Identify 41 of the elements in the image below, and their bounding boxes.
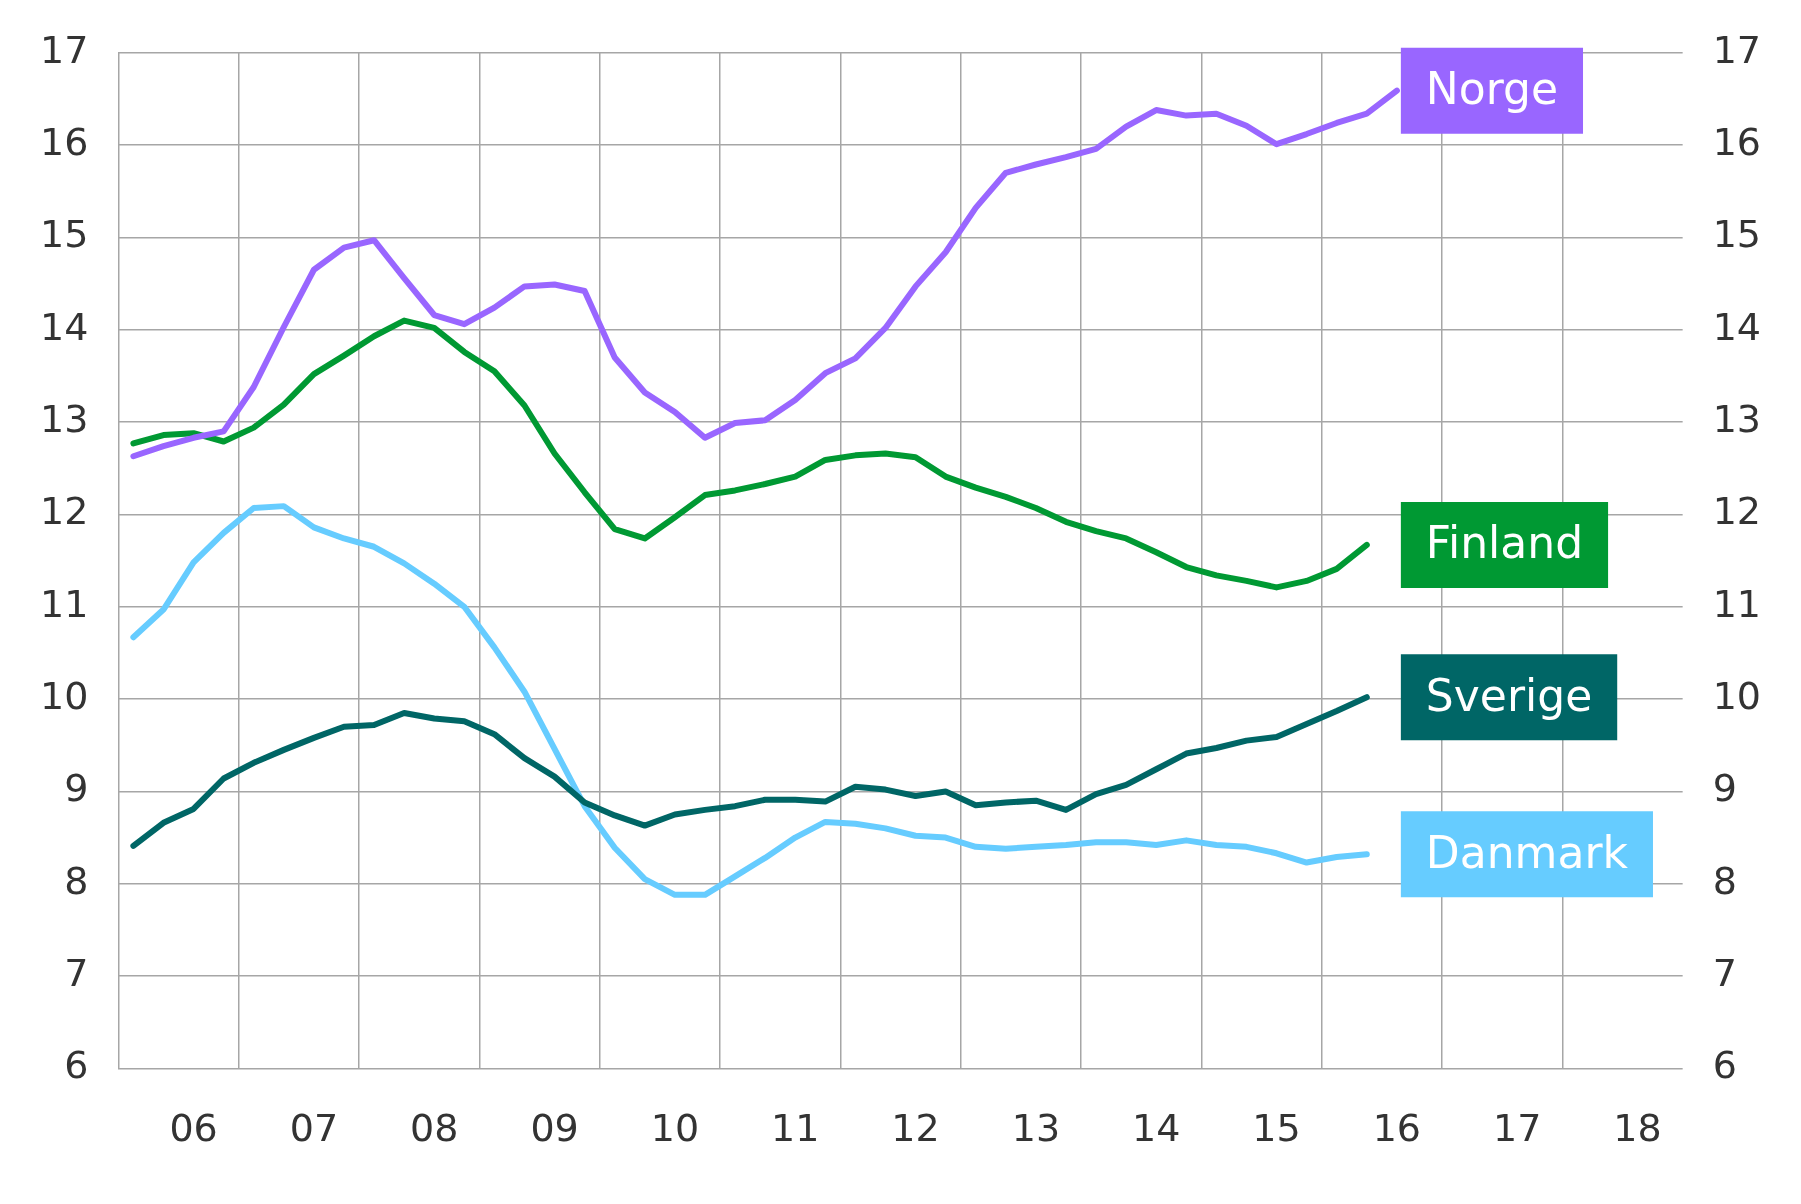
y-tick-label: 9	[64, 766, 89, 811]
y-tick-label: 17	[39, 27, 89, 72]
y2-tick-label: 11	[1712, 581, 1762, 626]
x-tick-label: 15	[1252, 1106, 1301, 1151]
y-tick-label: 15	[39, 212, 89, 257]
y2-tick-label: 6	[1712, 1043, 1737, 1088]
y2-tick-label: 13	[1712, 396, 1762, 441]
y-tick-label: 10	[39, 673, 89, 718]
x-tick-label: 18	[1613, 1106, 1662, 1151]
y2-tick-label: 17	[1712, 27, 1762, 72]
x-tick-label: 11	[771, 1106, 820, 1151]
series-label: Finland	[1425, 517, 1584, 569]
x-tick-label: 14	[1132, 1106, 1181, 1151]
x-tick-label: 09	[530, 1106, 579, 1151]
y2-tick-label: 9	[1712, 766, 1737, 811]
y2-tick-label: 14	[1712, 304, 1762, 349]
x-tick-label: 13	[1011, 1106, 1061, 1151]
x-tick-label: 17	[1493, 1106, 1542, 1151]
x-tick-label: 08	[410, 1106, 459, 1151]
series-label: Sverige	[1425, 669, 1593, 721]
x-tick-label: 12	[891, 1106, 940, 1151]
y2-tick-label: 7	[1712, 950, 1737, 995]
series-label: Norge	[1425, 63, 1559, 115]
y-tick-label: 7	[64, 950, 89, 995]
y-tick-label: 8	[64, 858, 89, 903]
y-tick-label: 13	[39, 396, 89, 441]
series-label: Danmark	[1425, 826, 1629, 878]
y-tick-label: 16	[39, 120, 89, 164]
x-tick-label: 10	[650, 1106, 700, 1151]
y2-tick-label: 16	[1712, 120, 1762, 164]
y-tick-label: 14	[39, 304, 89, 349]
y2-tick-label: 8	[1712, 858, 1737, 903]
y2-tick-label: 12	[1712, 489, 1762, 534]
x-tick-label: 16	[1372, 1106, 1422, 1151]
y-tick-label: 6	[64, 1043, 89, 1088]
x-tick-label: 07	[289, 1106, 339, 1151]
y-tick-label: 12	[39, 489, 89, 534]
x-tick-label: 06	[169, 1106, 218, 1151]
y2-tick-label: 15	[1712, 212, 1762, 257]
y2-tick-label: 10	[1712, 673, 1762, 718]
y-tick-label: 11	[39, 581, 89, 626]
